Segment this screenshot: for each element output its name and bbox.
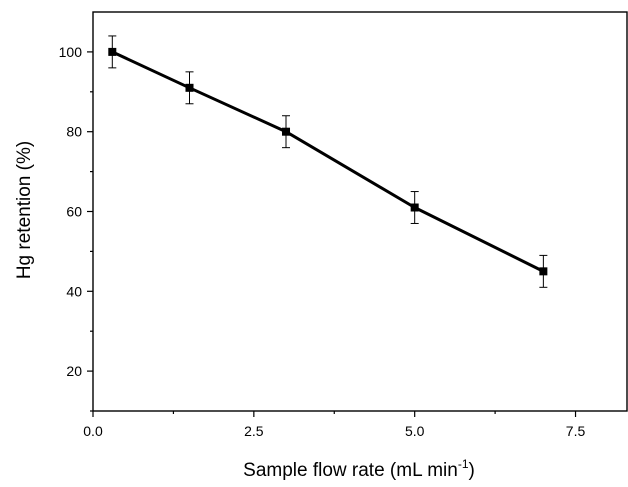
data-point — [282, 127, 291, 136]
data-point — [185, 83, 194, 92]
x-tick-label: 2.5 — [244, 423, 264, 439]
y-tick-label: 60 — [66, 204, 82, 220]
x-tick-label: 0.0 — [83, 423, 103, 439]
x-axis-title-suffix: ) — [469, 460, 475, 481]
data-point — [539, 267, 548, 276]
chart-axes — [92, 11, 628, 412]
chart-series — [108, 35, 548, 288]
y-tick-label: 20 — [66, 363, 82, 379]
y-tick-label: 100 — [59, 44, 83, 60]
chart-ticks — [87, 51, 577, 417]
x-axis-title: Sample flow rate (mL min-1) — [243, 457, 475, 481]
x-axis-title-main: Sample flow rate (mL min — [243, 460, 458, 481]
data-point — [410, 203, 419, 212]
y-tick-label: 40 — [66, 283, 82, 299]
chart-tick-labels: 0.0 2.5 5.0 7.5 20 40 60 80 100 — [59, 44, 586, 439]
x-tick-label: 5.0 — [405, 423, 425, 439]
plot-frame — [92, 11, 628, 412]
data-point — [108, 47, 117, 56]
y-tick-label: 80 — [66, 124, 82, 140]
y-axis-title: Hg retention (%) — [14, 141, 35, 279]
x-axis-title-superscript: -1 — [458, 457, 469, 471]
x-tick-label: 7.5 — [566, 423, 586, 439]
series-line — [111, 50, 545, 273]
